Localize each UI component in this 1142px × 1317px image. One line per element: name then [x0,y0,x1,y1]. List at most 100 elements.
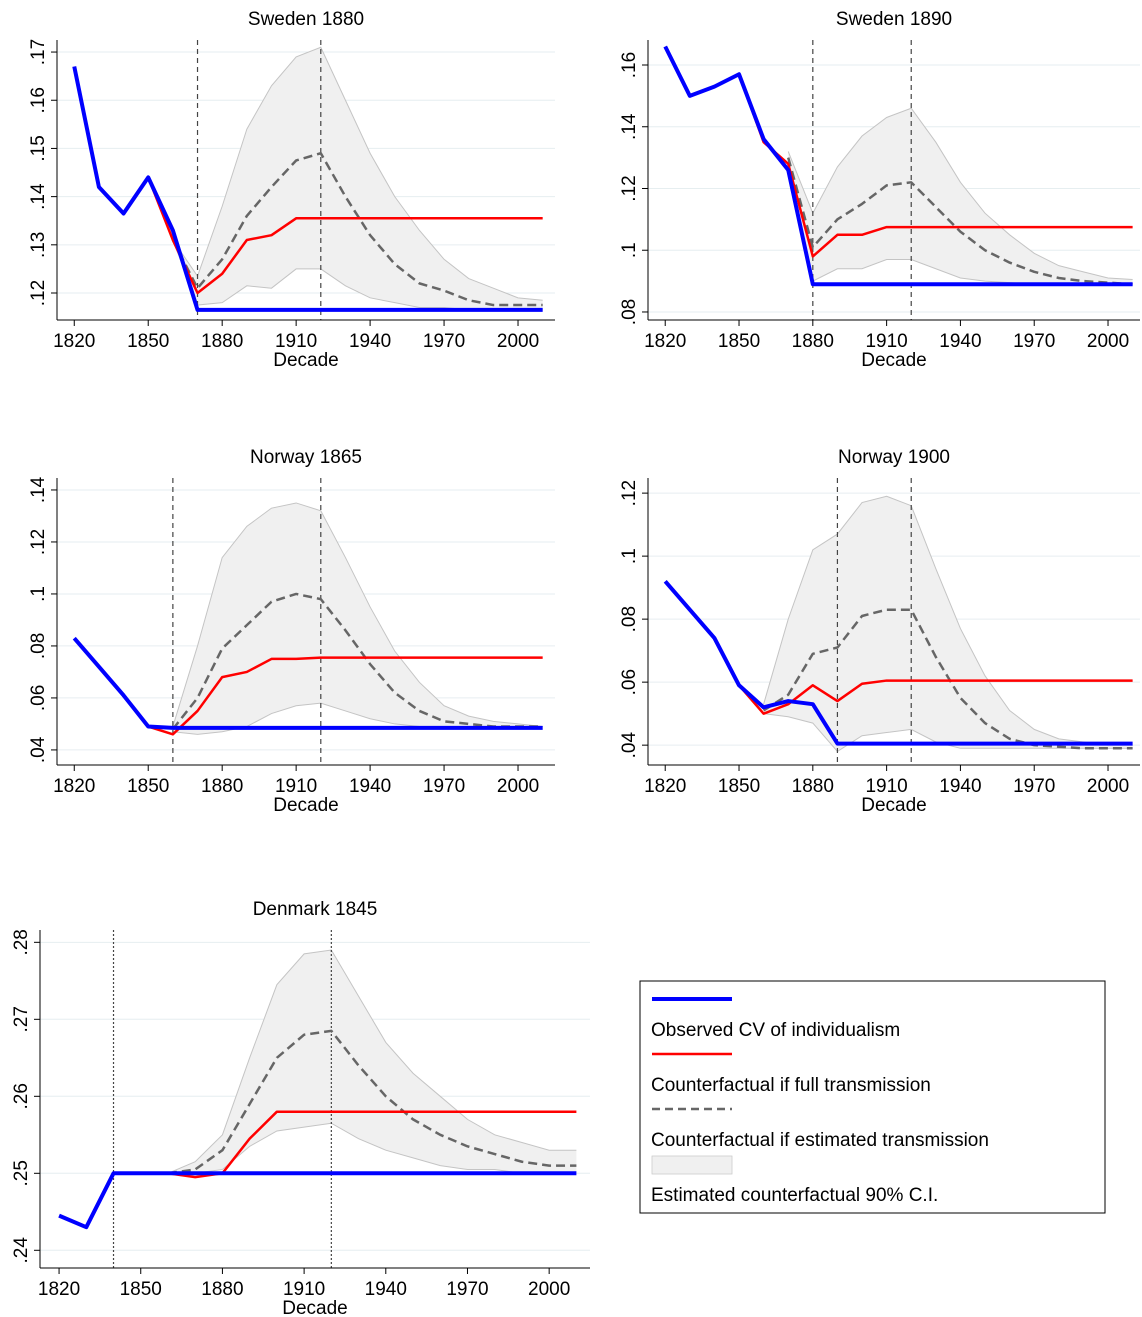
chart-title: Denmark 1845 [253,899,378,920]
legend-label: Counterfactual if estimated transmission [651,1130,989,1151]
series-line [171,152,543,307]
series-line [72,636,543,730]
x-tick-label: 1910 [283,1279,325,1300]
x-axis-label: Decade [861,350,927,371]
chart-title: Sweden 1880 [248,9,364,30]
panel: Denmark 1845 .24 .25 .26 .27 .28 1820 1850 1880 1… [11,899,590,1317]
y-tick-label: .14 [619,113,640,140]
x-tick-label: 2000 [1087,776,1129,797]
y-tick-label: .04 [619,732,640,759]
x-tick-label: 1880 [792,776,834,797]
x-tick-label: 1850 [120,1279,162,1300]
series-line [663,580,1133,746]
x-tick-label: 1970 [423,776,465,797]
series-line [147,656,543,736]
y-tick-label: .14 [28,476,49,503]
y-tick-label: .15 [28,135,49,161]
series-line [171,592,543,730]
ci-upper [172,46,543,301]
x-tick-label: 1850 [127,776,169,797]
x-tick-label: 1940 [365,1279,407,1300]
series-line [167,1110,577,1179]
x-tick-label: 1850 [718,331,760,352]
series-line [787,157,1133,286]
x-tick-label: 1850 [127,331,169,352]
ci-upper [167,949,577,1174]
x-axis-label: Decade [273,795,339,816]
y-tick-label: .16 [619,52,640,78]
y-tick-label: .17 [28,39,49,65]
series-line [737,73,1133,258]
series-line [58,1171,577,1230]
series-line [762,608,1133,750]
panel: Norway 1865 .04 .06 .08 .1 .12 .14 1820 1850 1880… [28,447,555,816]
x-tick-label: 1970 [423,331,465,352]
legend-label: Counterfactual if full transmission [651,1075,931,1096]
x-axis-label: Decade [861,795,927,816]
legend-label: Observed CV of individualism [651,1020,900,1041]
y-tick-label: .04 [28,736,49,763]
ci-area [788,108,1133,285]
panel: Norway 1900 .04 .06 .08 .1 .12 1820 1850 1880 191… [619,447,1140,816]
x-tick-label: 1970 [1013,776,1055,797]
y-tick-label: .12 [619,175,640,201]
x-tick-label: 1880 [201,1279,243,1300]
y-tick-label: .08 [619,299,640,325]
y-tick-label: .14 [28,183,49,210]
x-tick-label: 1940 [349,331,391,352]
ci-area [172,47,543,310]
x-tick-label: 1940 [939,331,981,352]
series-line [147,176,543,295]
y-tick-label: .27 [11,1006,32,1032]
y-tick-label: .1 [28,586,49,602]
x-tick-label: 1820 [644,776,686,797]
x-axis-label: Decade [282,1298,348,1317]
chart-title: Sweden 1890 [836,9,952,30]
x-tick-label: 1910 [865,331,907,352]
x-tick-label: 1820 [644,331,686,352]
x-tick-label: 1940 [939,776,981,797]
y-tick-label: .06 [619,669,640,695]
y-tick-label: .25 [11,1160,32,1186]
y-tick-label: .1 [619,242,640,258]
y-tick-label: .16 [28,87,49,113]
y-tick-label: .06 [28,685,49,711]
y-tick-label: .12 [28,529,49,555]
x-tick-label: 2000 [528,1279,570,1300]
y-tick-label: .12 [619,480,640,506]
y-tick-label: .08 [619,606,640,632]
legend-box [639,980,1106,1214]
x-tick-label: 1940 [349,776,391,797]
x-tick-label: 1880 [792,331,834,352]
y-tick-label: .1 [619,548,640,564]
x-tick-label: 1880 [201,331,243,352]
x-tick-label: 1820 [53,331,95,352]
chart-title: Norway 1865 [250,447,362,468]
series-line [663,45,1133,287]
legend: Observed CV of individualism Counterfact… [639,980,1106,1214]
x-tick-label: 1850 [718,776,760,797]
legend-key [651,1155,733,1175]
x-tick-label: 1910 [865,776,907,797]
ci-upper [763,495,1133,746]
x-tick-label: 1820 [38,1279,80,1300]
x-tick-label: 2000 [497,776,539,797]
x-tick-label: 1910 [275,776,317,797]
x-tick-label: 1910 [275,331,317,352]
ci-upper [787,107,1133,281]
x-tick-label: 2000 [497,331,539,352]
x-tick-label: 2000 [1087,331,1129,352]
ci-upper [172,502,543,728]
x-tick-label: 1880 [201,776,243,797]
ci-area [172,502,543,735]
x-tick-label: 1820 [53,776,95,797]
series-line [72,66,543,312]
y-tick-label: .26 [11,1083,32,1109]
series-line [738,679,1133,715]
panel: Sweden 1890 .08 .1 .12 .14 .16 1820 1850 1880 191… [619,9,1140,371]
y-tick-label: .13 [28,232,49,258]
panel: Sweden 1880 .12 .13 .14 .15 .16 .17 1820 1850 188… [28,9,555,371]
y-tick-label: .12 [28,280,49,306]
y-tick-label: .24 [11,1237,32,1264]
